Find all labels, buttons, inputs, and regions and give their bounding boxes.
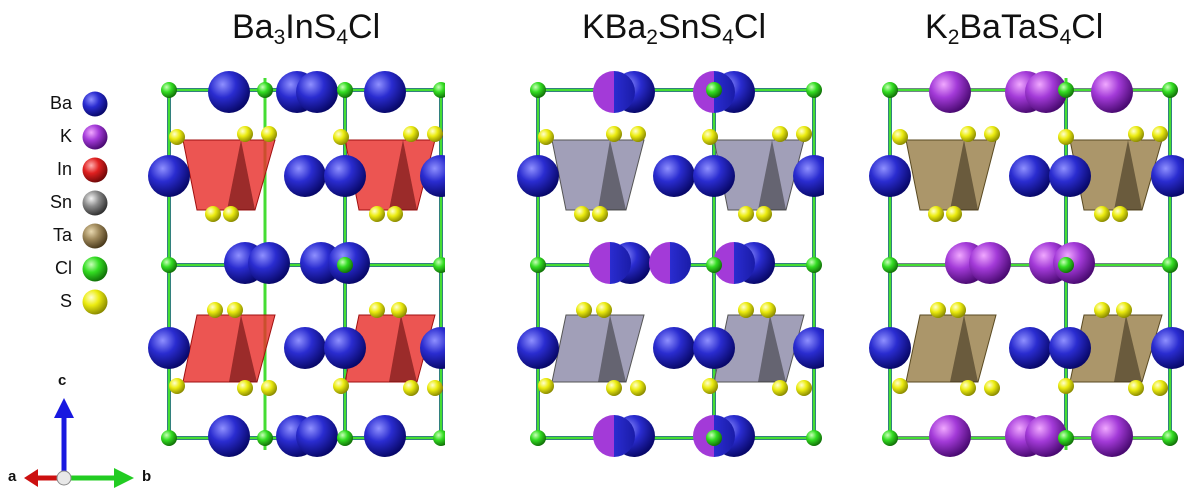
k-atom-icon — [82, 124, 108, 150]
axis-label-a: a — [8, 468, 17, 485]
title-subscript: 4 — [1059, 26, 1072, 49]
title-part: Cl — [733, 8, 767, 46]
crystal-structure-kba2sns4cl — [517, 71, 824, 457]
title-subscript: 3 — [273, 26, 286, 49]
legend-item-ta: Ta — [0, 222, 130, 252]
legend-item-s: S — [0, 288, 130, 318]
ta-tetrahedra — [905, 139, 1163, 383]
axes-arrows-icon — [24, 398, 134, 488]
title-part: BaTaS — [959, 8, 1060, 46]
ba-atom-icon — [82, 91, 108, 117]
cl-atom-icon — [82, 256, 108, 282]
crystal-structure-ba3ins4cl — [148, 71, 445, 457]
legend-item-k: K — [0, 123, 130, 153]
crystal-axes-indicator: c a b — [0, 372, 170, 488]
title-part: K — [925, 8, 948, 46]
crystal-structure-k2batas4cl — [869, 71, 1184, 457]
title-part: KBa — [582, 8, 647, 46]
legend-label: In — [56, 159, 72, 179]
legend-item-in: In — [0, 156, 130, 186]
in-atom-icon — [82, 157, 108, 183]
title-part: Cl — [1071, 8, 1104, 46]
structure-title-kba2sns4cl: KBa2SnS4Cl — [582, 8, 766, 50]
legend-item-sn: Sn — [0, 189, 130, 219]
title-part: Cl — [348, 8, 381, 46]
ta-atom-icon — [82, 223, 108, 249]
legend-label: Sn — [49, 192, 72, 212]
title-part: SnS — [657, 8, 723, 46]
legend-label: Cl — [55, 258, 72, 278]
axis-label-c: c — [58, 372, 67, 389]
sn-atom-icon — [82, 190, 108, 216]
structure-title-k2batas4cl: K2BaTaS4Cl — [925, 8, 1103, 50]
legend-item-cl: Cl — [0, 255, 130, 285]
legend-label: S — [59, 291, 72, 311]
structure-title-ba3ins4cl: Ba3InS4Cl — [232, 8, 380, 50]
title-subscript: 4 — [722, 26, 734, 49]
legend-item-ba: Ba — [0, 90, 130, 120]
title-subscript: 2 — [947, 26, 960, 49]
legend-label: Ta — [52, 225, 72, 245]
title-part: InS — [285, 8, 337, 46]
title-part: Ba — [232, 8, 274, 46]
legend-label: Ba — [49, 93, 72, 113]
s-atom-icon — [82, 289, 108, 315]
title-subscript: 2 — [646, 26, 658, 49]
axis-label-b: b — [142, 468, 152, 485]
legend-label: K — [59, 126, 72, 146]
title-subscript: 4 — [336, 26, 349, 49]
